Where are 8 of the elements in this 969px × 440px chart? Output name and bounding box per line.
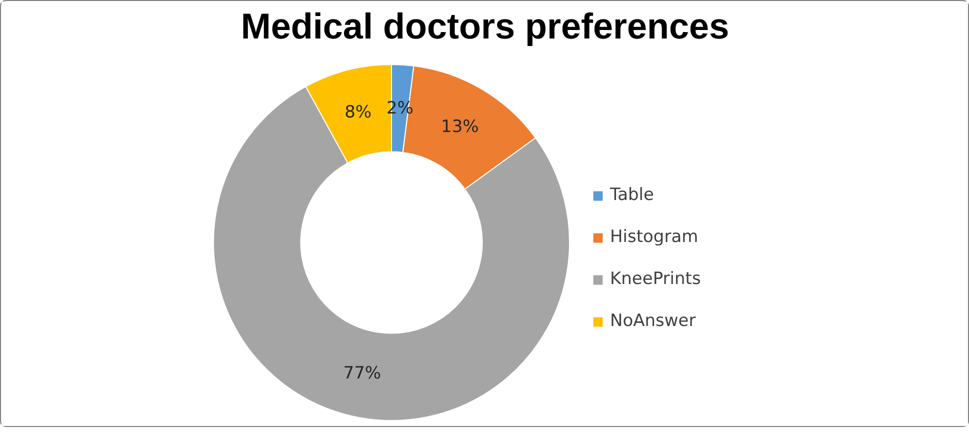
data-label: 77%: [343, 364, 382, 384]
legend-label: KneePrints: [610, 269, 701, 289]
legend-label: Histogram: [610, 227, 698, 247]
legend-label: Table: [610, 185, 654, 205]
data-label: 13%: [441, 116, 479, 137]
legend-label: NoAnswer: [610, 311, 696, 331]
data-label: 8%: [344, 102, 372, 122]
chart-title: Medical doctors preferences: [240, 6, 730, 46]
